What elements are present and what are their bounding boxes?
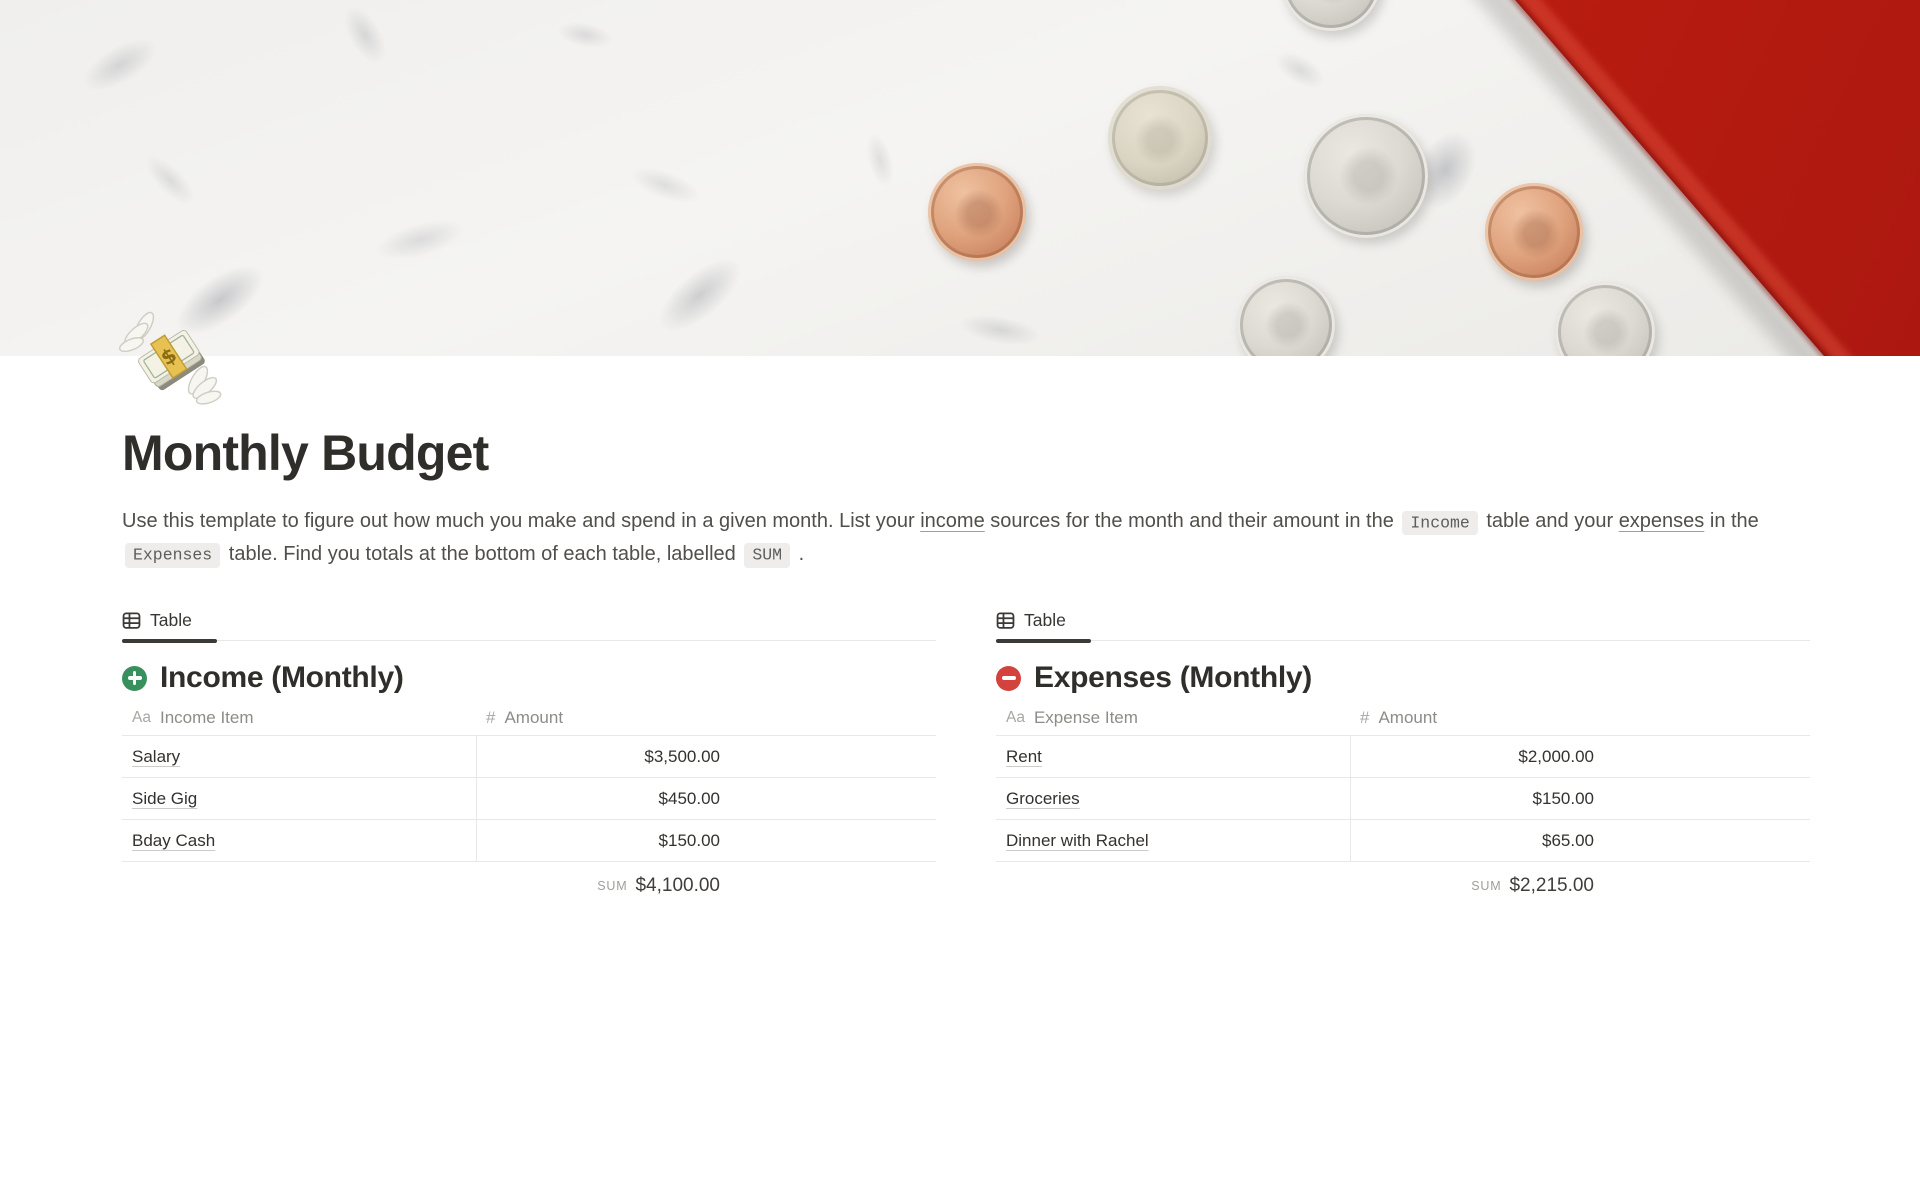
coin-dime xyxy=(1555,282,1655,356)
table-row: Bday Cash $150.00 xyxy=(122,820,936,862)
marble-vein xyxy=(953,307,1047,353)
table-row: Rent $2,000.00 xyxy=(996,736,1810,778)
expenses-header-row: Aa Expense Item # Amount xyxy=(996,700,1810,736)
sum-aggregate[interactable]: SUM $4,100.00 xyxy=(476,862,730,910)
marble-vein xyxy=(135,145,205,215)
income-item-cell[interactable]: Bday Cash xyxy=(132,830,216,850)
expense-item-cell[interactable]: Groceries xyxy=(1006,788,1080,808)
expenses-table-view-tab[interactable]: Table xyxy=(996,601,1810,643)
income-item-cell[interactable]: Salary xyxy=(132,746,181,766)
amount-cell[interactable]: $2,000.00 xyxy=(1350,736,1604,777)
description-text: table. Find you totals at the bottom of … xyxy=(223,542,742,565)
amount-cell[interactable]: $65.00 xyxy=(1350,820,1604,861)
income-database: Table Income (Monthly) Aa Income Item # … xyxy=(122,601,936,910)
column-header-expense-item[interactable]: Aa Expense Item xyxy=(996,708,1350,728)
column-header-label: Amount xyxy=(1378,707,1438,727)
expenses-title-row: Expenses (Monthly) xyxy=(996,656,1810,700)
marble-vein xyxy=(332,0,398,74)
coin-penny xyxy=(1485,183,1583,281)
income-link[interactable]: income xyxy=(920,510,985,532)
amount-cell[interactable]: $450.00 xyxy=(476,778,730,819)
description-text: Use this template to figure out how much… xyxy=(122,510,921,532)
sum-aggregate[interactable]: SUM $2,215.00 xyxy=(1350,862,1604,910)
money-with-wings-icon: $ xyxy=(118,311,222,405)
description-text: sources for the month and their amount i… xyxy=(984,510,1400,532)
income-table-title[interactable]: Income (Monthly) xyxy=(160,661,404,694)
number-property-icon: # xyxy=(1360,707,1370,727)
marble-vein xyxy=(642,241,758,349)
income-sum-row: SUM $4,100.00 xyxy=(122,862,936,910)
expense-item-cell[interactable]: Dinner with Rachel xyxy=(1006,830,1149,850)
sum-value: $2,215.00 xyxy=(1509,875,1594,896)
cover-image xyxy=(0,0,1920,356)
active-tab-underline xyxy=(996,638,1091,643)
income-item-cell[interactable]: Side Gig xyxy=(132,788,198,808)
coin-quarter xyxy=(1304,114,1428,238)
expenses-code-chip: Expenses xyxy=(125,543,221,568)
marble-vein xyxy=(367,209,473,271)
database-columns: Table Income (Monthly) Aa Income Item # … xyxy=(122,601,1810,910)
coin-dime xyxy=(1237,276,1335,356)
sum-code-chip: SUM xyxy=(744,543,791,568)
table-view-icon xyxy=(996,612,1015,629)
income-header-row: Aa Income Item # Amount xyxy=(122,700,936,736)
amount-cell[interactable]: $150.00 xyxy=(1350,778,1604,819)
text-property-icon: Aa xyxy=(1006,708,1025,726)
marble-vein xyxy=(1266,42,1334,98)
marble-vein xyxy=(71,25,169,105)
active-tab-underline xyxy=(122,638,217,643)
table-view-icon xyxy=(122,612,141,629)
tab-label: Table xyxy=(150,610,192,630)
amount-cell[interactable]: $3,500.00 xyxy=(476,736,730,777)
marble-vein xyxy=(859,127,901,193)
amount-cell[interactable]: $150.00 xyxy=(476,820,730,861)
column-header-income-item[interactable]: Aa Income Item xyxy=(122,708,476,728)
page-body: Monthly Budget Use this template to figu… xyxy=(0,424,1920,910)
expenses-database: Table Expenses (Monthly) Aa Expense Item… xyxy=(996,601,1810,910)
marble-vein xyxy=(622,157,708,213)
expenses-table-title[interactable]: Expenses (Monthly) xyxy=(1034,661,1312,694)
table-row: Side Gig $450.00 xyxy=(122,778,936,820)
income-table-view-tab[interactable]: Table xyxy=(122,601,936,643)
column-header-label: Income Item xyxy=(159,707,254,727)
expense-item-cell[interactable]: Rent xyxy=(1006,746,1042,766)
column-header-amount[interactable]: # Amount xyxy=(1350,708,1810,728)
number-property-icon: # xyxy=(486,707,496,727)
table-row: Dinner with Rachel $65.00 xyxy=(996,820,1810,862)
minus-circle-icon xyxy=(996,665,1021,691)
table-row: Salary $3,500.00 xyxy=(122,736,936,778)
tab-label: Table xyxy=(1024,610,1066,630)
coin-nickel xyxy=(1108,86,1212,190)
column-header-label: Expense Item xyxy=(1033,707,1138,727)
text-property-icon: Aa xyxy=(132,708,151,726)
table-row: Groceries $150.00 xyxy=(996,778,1810,820)
description-text: . xyxy=(793,542,805,565)
plus-circle-icon xyxy=(122,665,147,691)
sum-value: $4,100.00 xyxy=(635,875,720,896)
expenses-link[interactable]: expenses xyxy=(1618,510,1705,532)
column-header-amount[interactable]: # Amount xyxy=(476,708,936,728)
income-title-row: Income (Monthly) xyxy=(122,656,936,700)
sum-label: SUM xyxy=(597,879,628,893)
coin-quarter-top-edge xyxy=(1281,0,1381,31)
income-code-chip: Income xyxy=(1402,510,1478,535)
page-icon-money-with-wings[interactable]: $ xyxy=(118,304,224,414)
sum-label: SUM xyxy=(1471,879,1502,893)
description-text: table and your xyxy=(1480,510,1619,532)
expenses-sum-row: SUM $2,215.00 xyxy=(996,862,1810,910)
page-description: Use this template to figure out how much… xyxy=(122,506,1782,571)
description-text: in the xyxy=(1704,510,1759,532)
coin-penny xyxy=(928,163,1026,261)
page-title[interactable]: Monthly Budget xyxy=(122,425,489,481)
marble-vein xyxy=(553,16,617,54)
column-header-label: Amount xyxy=(504,707,564,727)
